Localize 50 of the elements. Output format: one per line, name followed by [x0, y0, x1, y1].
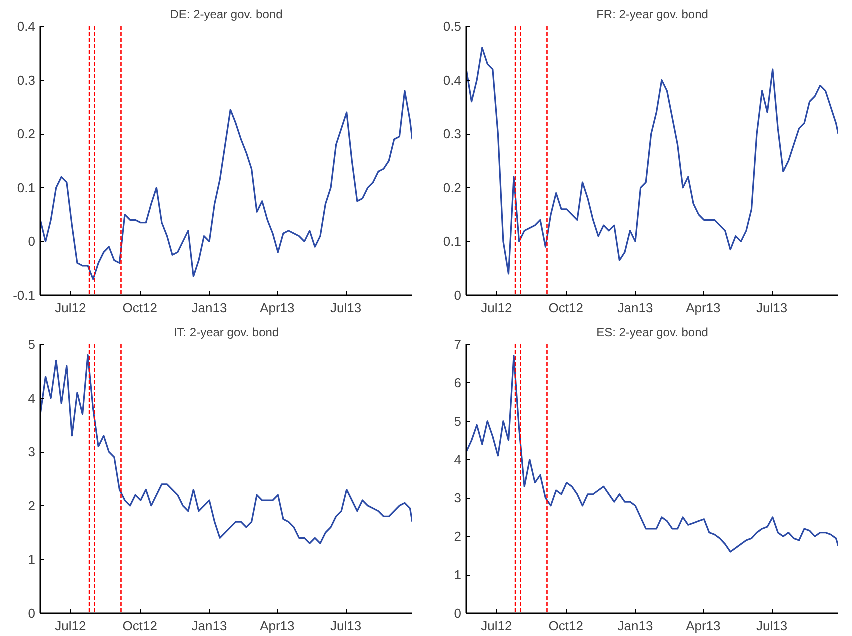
y-tick-label: 0.3 — [443, 126, 462, 142]
x-tick-label: Jan13 — [618, 618, 654, 634]
x-tick-label: Oct12 — [548, 300, 584, 316]
y-tick-label: 0.4 — [443, 72, 462, 88]
x-tick-label: Apr13 — [260, 618, 295, 634]
y-tick-label: 0 — [454, 288, 462, 303]
y-tick-label: 4 — [454, 452, 462, 468]
chart-title: FR: 2-year gov. bond — [596, 8, 708, 22]
x-tick-label: Oct12 — [122, 300, 158, 316]
x-tick-label: Jul13 — [330, 300, 362, 316]
y-tick-label: -0.1 — [13, 288, 36, 303]
y-tick-label: 3 — [28, 444, 36, 460]
y-tick-label: 3 — [454, 490, 462, 506]
y-tick-label: 1 — [454, 568, 462, 583]
chart-title: ES: 2-year gov. bond — [596, 326, 708, 340]
y-tick-label: 5 — [28, 337, 36, 352]
x-tick-label: Jan13 — [192, 300, 228, 316]
x-tick-label: Jan13 — [618, 300, 654, 316]
x-tick-label: Apr13 — [686, 618, 721, 634]
x-tick-label: Jul12 — [481, 300, 512, 316]
x-tick-label: Oct12 — [548, 618, 584, 634]
y-tick-label: 1 — [28, 552, 36, 568]
y-tick-label: 0.1 — [17, 180, 36, 196]
x-tick-label: Apr13 — [686, 300, 721, 316]
x-tick-label: Jul13 — [330, 618, 362, 634]
x-tick-label: Jul13 — [756, 618, 788, 634]
chart-title: IT: 2-year gov. bond — [174, 326, 280, 340]
y-tick-label: 0.1 — [443, 234, 462, 250]
y-tick-label: 0 — [28, 234, 36, 250]
x-tick-label: Apr13 — [260, 300, 295, 316]
x-tick-label: Jan13 — [192, 618, 228, 634]
y-tick-label: 2 — [28, 498, 36, 514]
x-tick-label: Jul12 — [55, 300, 86, 316]
x-tick-label: Jul13 — [756, 300, 788, 316]
y-tick-label: 0 — [28, 606, 36, 621]
x-tick-label: Jul12 — [55, 618, 86, 634]
y-tick-label: 6 — [454, 375, 462, 390]
y-tick-label: 2 — [454, 529, 462, 544]
y-tick-label: 0 — [454, 606, 462, 621]
x-tick-label: Jul12 — [481, 618, 512, 634]
y-tick-label: 0.5 — [443, 19, 462, 34]
y-tick-label: 0.3 — [17, 72, 36, 88]
y-tick-label: 5 — [454, 414, 462, 429]
y-tick-label: 4 — [28, 390, 36, 406]
chart-title: DE: 2-year gov. bond — [170, 8, 283, 22]
y-tick-label: 7 — [454, 337, 462, 352]
y-tick-label: 0.2 — [443, 180, 462, 196]
y-tick-label: 0.4 — [17, 19, 36, 34]
x-tick-label: Oct12 — [122, 618, 158, 634]
y-tick-label: 0.2 — [17, 126, 36, 142]
